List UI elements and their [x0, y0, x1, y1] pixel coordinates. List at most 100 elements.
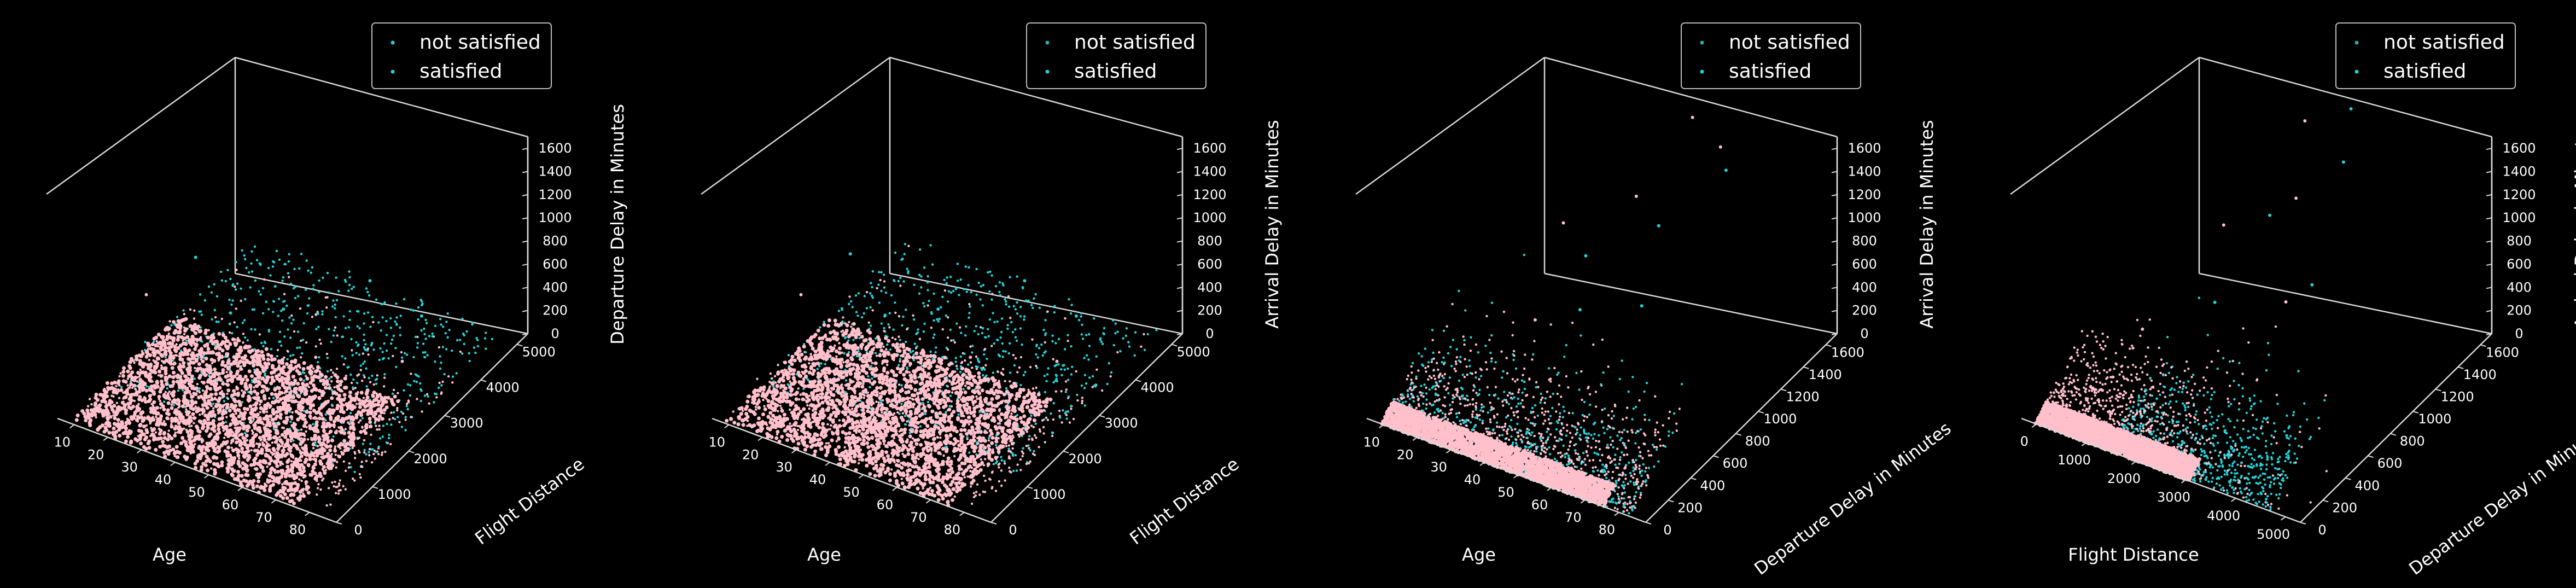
point-not-satisfied: [300, 479, 303, 482]
point-not-satisfied: [327, 487, 330, 490]
point-satisfied: [211, 318, 213, 321]
point-not-satisfied: [789, 422, 791, 425]
point-not-satisfied: [151, 405, 155, 407]
point-satisfied: [922, 401, 924, 404]
point-not-satisfied: [947, 316, 949, 319]
point-not-satisfied: [168, 358, 173, 363]
point-not-satisfied: [1001, 368, 1005, 370]
point-not-satisfied: [281, 469, 285, 473]
point-satisfied: [920, 275, 923, 278]
point-not-satisfied: [279, 391, 284, 395]
point-not-satisfied: [196, 383, 199, 386]
point-satisfied: [307, 269, 310, 272]
point-not-satisfied: [214, 392, 218, 396]
point-not-satisfied: [290, 454, 294, 458]
point-not-satisfied: [235, 420, 239, 424]
point-satisfied: [1012, 469, 1015, 473]
point-not-satisfied: [380, 410, 383, 415]
point-not-satisfied: [308, 457, 312, 462]
point-not-satisfied: [1028, 447, 1030, 450]
point-satisfied: [1060, 374, 1063, 376]
point-not-satisfied: [339, 379, 343, 383]
point-satisfied: [883, 273, 885, 276]
point-not-satisfied: [348, 462, 351, 465]
point-not-satisfied: [177, 365, 181, 369]
point-not-satisfied: [220, 363, 224, 367]
point-not-satisfied: [275, 410, 279, 414]
point-not-satisfied: [174, 432, 177, 434]
point-not-satisfied: [384, 405, 389, 410]
point-satisfied: [287, 260, 290, 263]
point-satisfied: [244, 336, 247, 339]
point-not-satisfied: [972, 496, 976, 498]
point-not-satisfied: [268, 436, 272, 440]
point-not-satisfied: [899, 343, 902, 346]
point-not-satisfied: [389, 398, 394, 402]
point-not-satisfied: [230, 462, 234, 467]
point-not-satisfied: [867, 321, 870, 324]
point-not-satisfied: [377, 399, 381, 404]
point-not-satisfied: [382, 408, 387, 412]
point-satisfied: [1066, 334, 1069, 336]
point-not-satisfied: [983, 347, 987, 351]
point-not-satisfied: [947, 336, 949, 339]
point-not-satisfied: [351, 349, 353, 352]
point-satisfied: [934, 351, 937, 354]
point-not-satisfied: [246, 439, 249, 441]
point-not-satisfied: [281, 483, 284, 486]
point-not-satisfied: [160, 422, 165, 426]
point-not-satisfied: [1021, 455, 1024, 458]
point-not-satisfied: [308, 473, 313, 477]
point-not-satisfied: [323, 471, 327, 475]
point-not-satisfied: [396, 409, 399, 412]
point-not-satisfied: [237, 354, 241, 358]
point-satisfied: [1036, 366, 1039, 369]
point-not-satisfied: [236, 453, 241, 458]
point-not-satisfied: [340, 407, 344, 412]
point-not-satisfied: [334, 430, 338, 435]
point-satisfied: [1027, 444, 1030, 447]
point-satisfied: [261, 287, 265, 289]
point-not-satisfied: [261, 376, 265, 381]
point-not-satisfied: [259, 403, 261, 406]
point-satisfied: [1088, 333, 1091, 336]
point-not-satisfied: [184, 443, 188, 447]
point-not-satisfied: [166, 325, 170, 330]
point-not-satisfied: [1014, 357, 1017, 360]
point-not-satisfied: [236, 450, 240, 455]
point-not-satisfied: [164, 350, 168, 354]
point-satisfied: [987, 271, 989, 274]
x-tick-label: 80: [289, 522, 306, 538]
point-not-satisfied: [977, 442, 980, 445]
point-not-satisfied: [986, 412, 989, 415]
point-not-satisfied: [282, 448, 285, 452]
point-not-satisfied: [214, 451, 217, 453]
point-satisfied: [243, 432, 247, 434]
point-not-satisfied: [355, 403, 358, 405]
point-not-satisfied: [334, 453, 337, 456]
point-not-satisfied: [295, 486, 300, 490]
point-not-satisfied: [865, 290, 869, 294]
point-satisfied: [1000, 459, 1003, 462]
point-not-satisfied: [238, 367, 243, 371]
point-not-satisfied: [773, 375, 777, 377]
point-not-satisfied: [238, 457, 241, 459]
point-not-satisfied: [357, 398, 362, 402]
point-not-satisfied: [304, 421, 307, 425]
outlier-point-satisfied: [229, 311, 232, 315]
point-not-satisfied: [871, 309, 874, 312]
point-not-satisfied: [1064, 380, 1068, 383]
point-not-satisfied: [333, 485, 335, 488]
point-not-satisfied: [283, 492, 287, 497]
point-satisfied: [1052, 401, 1055, 405]
point-satisfied: [416, 374, 418, 377]
point-not-satisfied: [284, 362, 289, 366]
point-not-satisfied: [235, 307, 237, 310]
chart-panel-1: 10 20 30 40 50 60 70 80 0 1000 2000 3000 4000 5000 0 20…: [0, 0, 644, 588]
point-not-satisfied: [298, 478, 301, 481]
z-tick-mark: [522, 263, 528, 266]
point-not-satisfied: [789, 408, 791, 411]
point-not-satisfied: [143, 416, 146, 419]
point-not-satisfied: [348, 390, 352, 394]
